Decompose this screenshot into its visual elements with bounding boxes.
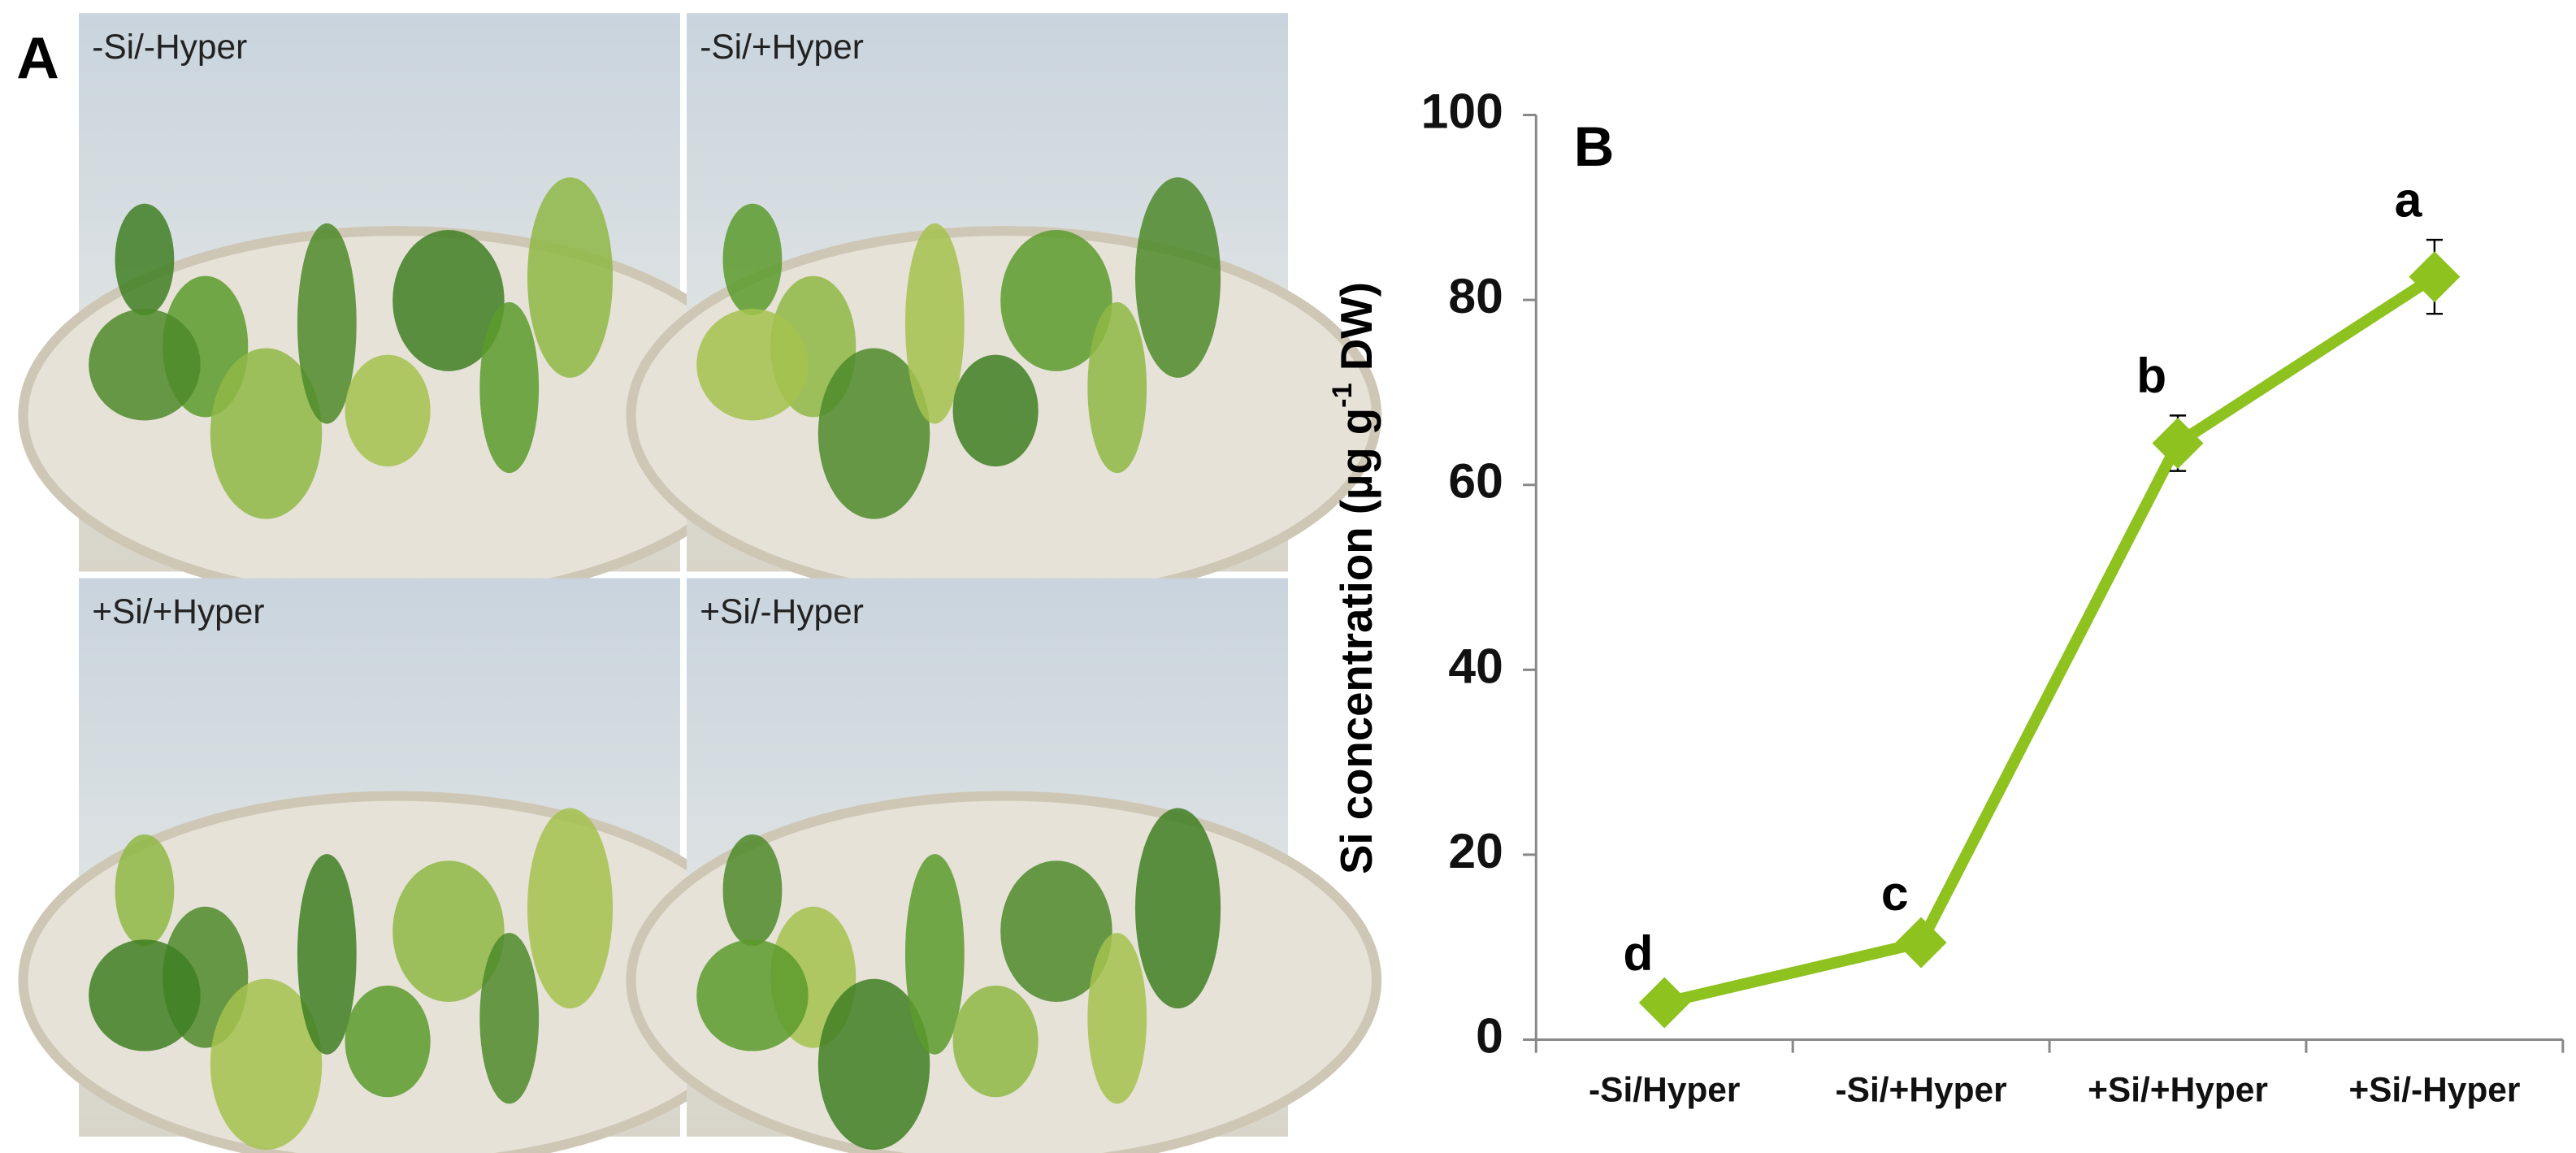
y-tick-label: 60: [1448, 453, 1503, 509]
plant: [1000, 229, 1112, 371]
data-line: [1663, 271, 2438, 1008]
plant: [210, 348, 323, 519]
plant: [696, 939, 809, 1051]
plant: [297, 854, 357, 1055]
marker: [1638, 977, 1690, 1029]
plant: [527, 808, 614, 1009]
plant: [1087, 933, 1147, 1104]
y-label-text: DW): [1332, 282, 1381, 383]
significance-letter: b: [2136, 348, 2166, 403]
plant: [904, 223, 965, 424]
x-tick-label: +Si/+Hyper: [2088, 1070, 2268, 1108]
panel-label: A: [16, 25, 59, 91]
plant: [696, 309, 809, 421]
y-tick-label: 40: [1448, 638, 1503, 693]
y-tick-label: 100: [1421, 84, 1503, 139]
y-tick-label: 80: [1448, 268, 1503, 323]
y-tick-label: 0: [1476, 1008, 1503, 1064]
marker: [1895, 917, 1947, 969]
plant: [115, 834, 175, 947]
y-tick-label: 20: [1448, 823, 1503, 878]
photo-label: +Si/-Hyper: [700, 592, 864, 631]
plant: [392, 860, 505, 1003]
y-label-superscript: -1: [1327, 383, 1358, 408]
plant: [817, 978, 930, 1150]
x-tick-label: -Si/Hyper: [1589, 1070, 1740, 1108]
plant: [1087, 301, 1147, 474]
plant: [115, 203, 175, 316]
y-label-text: Si concentration (µg g: [1332, 408, 1381, 874]
plant: [1134, 808, 1221, 1009]
plant: [817, 348, 930, 519]
marker: [2152, 418, 2204, 469]
plant: [345, 354, 431, 467]
photo-grid: -Si/-Hyper -Si/+Hyper +Si/+Hyper +Si/-Hyper: [18, 13, 1382, 1153]
plant: [952, 354, 1039, 467]
plant: [527, 177, 614, 378]
plant: [904, 854, 965, 1055]
x-tick-label: -Si/+Hyper: [1836, 1070, 2007, 1108]
plant: [89, 309, 201, 421]
plant: [479, 933, 540, 1104]
y-axis-label: Si concentration (µg g-1 DW): [1327, 282, 1382, 874]
plant: [722, 834, 783, 947]
significance-letter: a: [2395, 172, 2423, 228]
x-tick-label: +Si/-Hyper: [2348, 1070, 2520, 1108]
plant: [952, 985, 1039, 1098]
plant: [89, 939, 201, 1051]
panel-label: B: [1574, 115, 1615, 178]
plant: [1134, 177, 1221, 378]
plant: [392, 229, 505, 371]
photo-label: -Si/+Hyper: [700, 28, 864, 66]
significance-letter: d: [1623, 925, 1653, 981]
plant: [1000, 860, 1112, 1003]
plant: [479, 301, 540, 474]
plant: [722, 203, 783, 316]
photo-label: -Si/-Hyper: [92, 28, 247, 66]
significance-letter: c: [1881, 865, 1909, 921]
plant: [210, 978, 323, 1150]
photo-label: +Si/+Hyper: [92, 592, 264, 631]
plant: [297, 223, 357, 424]
plant: [345, 985, 431, 1098]
